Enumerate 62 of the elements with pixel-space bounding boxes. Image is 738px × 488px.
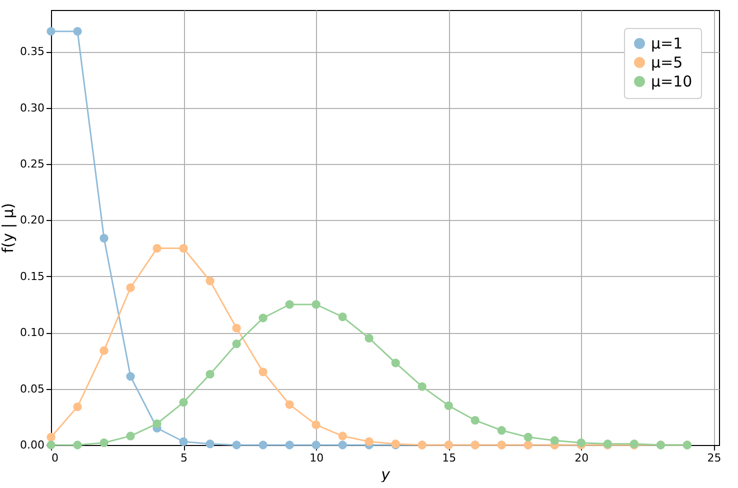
point	[100, 438, 108, 448]
point	[285, 300, 294, 309]
point	[258, 314, 268, 322]
point	[232, 340, 241, 348]
y-tick-label: 0.15	[20, 270, 44, 283]
point	[364, 334, 374, 343]
point	[206, 440, 214, 448]
legend-label: μ=1	[651, 34, 683, 52]
point	[100, 234, 108, 242]
y-axis-title: f(y | μ)	[0, 203, 18, 253]
point	[126, 432, 135, 440]
point	[338, 440, 347, 450]
point	[73, 440, 82, 450]
point	[232, 324, 241, 332]
y-tick-label: 0.00	[20, 438, 44, 452]
point	[179, 437, 188, 446]
y-tick-label: 0.10	[20, 326, 44, 340]
point	[444, 401, 453, 410]
point	[258, 440, 268, 450]
point	[285, 400, 294, 409]
point	[524, 432, 532, 442]
point	[126, 372, 135, 381]
point	[312, 440, 320, 450]
point	[497, 426, 506, 435]
point	[179, 244, 188, 253]
x-tick-label: 20	[574, 452, 589, 464]
y-tick-label: 0.25	[20, 157, 44, 170]
point	[576, 438, 586, 448]
point	[418, 382, 426, 391]
point	[73, 27, 82, 36]
point	[152, 244, 162, 253]
point	[46, 27, 56, 36]
x-tick-label: 0	[52, 452, 58, 464]
point	[285, 440, 294, 450]
point	[312, 300, 320, 309]
point	[232, 440, 241, 450]
point	[470, 416, 480, 425]
point	[206, 276, 214, 286]
point	[312, 420, 320, 430]
point	[73, 402, 82, 412]
x-tick-label: 15	[442, 452, 456, 464]
y-tick-label: 0.35	[20, 45, 44, 58]
point	[550, 436, 559, 445]
point	[364, 437, 374, 446]
point	[338, 312, 347, 322]
x-tick-label: 5	[180, 452, 188, 464]
point	[126, 283, 135, 292]
y-tick-label: 0.30	[20, 101, 44, 114]
y-tick-label: 0.20	[20, 214, 44, 227]
point	[206, 370, 214, 379]
point	[391, 358, 400, 368]
x-tick-label: 25	[707, 452, 722, 464]
legend-label: μ=10	[651, 72, 692, 90]
point	[258, 368, 268, 376]
point	[100, 346, 108, 355]
y-tick-label: 0.05	[20, 382, 44, 396]
point	[179, 398, 188, 407]
point	[152, 419, 162, 428]
point	[46, 432, 56, 442]
x-tick-label: 10	[310, 452, 324, 464]
point	[338, 432, 347, 440]
legend-label: μ=5	[651, 54, 683, 72]
